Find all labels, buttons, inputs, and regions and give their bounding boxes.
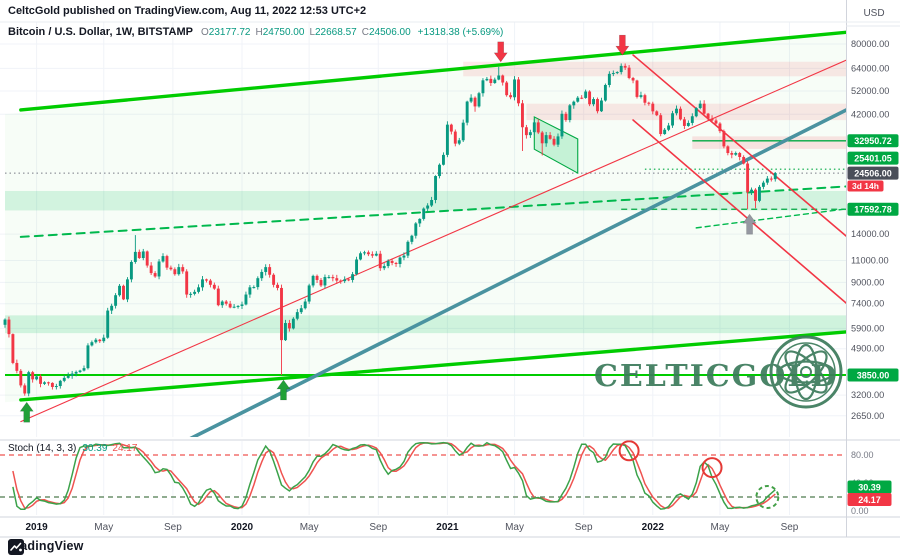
resistance-zone-60k[interactable] <box>463 61 846 77</box>
svg-text:May: May <box>505 522 524 533</box>
svg-text:3850.00: 3850.00 <box>857 370 890 380</box>
svg-text:Sep: Sep <box>575 522 593 533</box>
ohlc-value: 24750.00 <box>262 27 305 38</box>
stoch-d-badge <box>847 493 892 506</box>
svg-text:May: May <box>300 522 319 533</box>
svg-text:52000.00: 52000.00 <box>851 86 889 96</box>
upper-green-channel[interactable] <box>19 30 870 112</box>
lower-green-channel[interactable] <box>19 330 870 402</box>
svg-text:30.39: 30.39 <box>858 482 881 492</box>
svg-text:2022: 2022 <box>642 522 665 533</box>
svg-text:7400.00: 7400.00 <box>851 299 884 309</box>
resistance-zone-32k[interactable] <box>692 136 846 149</box>
chart-legend: Bitcoin / U.S. Dollar, 1W, BITSTAMP O2317… <box>8 26 503 38</box>
mid-green-dashed[interactable] <box>19 185 870 238</box>
buy-arrow-2020-low[interactable] <box>276 379 291 401</box>
price-axis-column[interactable] <box>846 0 900 559</box>
bar-countdown-badge <box>847 180 884 192</box>
short-green-dashed[interactable] <box>695 207 862 229</box>
stoch-d-value: 24.17 <box>112 443 138 454</box>
published-header: CeltcGold published on TradingView.com, … <box>8 5 367 17</box>
stoch-top-circle-2021[interactable] <box>618 440 640 462</box>
svg-text:2020: 2020 <box>231 522 254 533</box>
stoch-k-value: 30.39 <box>82 443 108 454</box>
change-value: +1318.38 (+5.69%) <box>417 27 504 38</box>
stoch-turn-circle-current[interactable] <box>755 485 780 509</box>
svg-text:0.00: 0.00 <box>851 506 869 516</box>
candles-layer <box>3 63 777 397</box>
svg-text:5900.00: 5900.00 <box>851 323 884 333</box>
svg-text:11000.00: 11000.00 <box>851 255 889 265</box>
svg-text:80.00: 80.00 <box>851 450 874 460</box>
svg-text:9000.00: 9000.00 <box>851 277 884 287</box>
svg-text:3d 14h: 3d 14h <box>852 181 879 191</box>
svg-text:80000.00: 80000.00 <box>851 39 889 49</box>
celticgold-watermark: CELTICGOLD <box>594 335 843 409</box>
celtic-knot-icon <box>769 335 843 409</box>
level-badge-17592.78 <box>847 202 899 216</box>
svg-text:4900.00: 4900.00 <box>851 344 884 354</box>
ohlc-value: 24506.00 <box>368 27 411 38</box>
sell-arrow-2021-nov-top[interactable] <box>615 34 630 56</box>
level-badge-25401.05 <box>847 151 899 165</box>
stoch-d-line <box>12 442 776 510</box>
stoch-mid-circle-2022[interactable] <box>701 457 723 479</box>
stoch-label: Stoch (14, 3, 3) <box>8 443 77 454</box>
low-arrow-2022-jun[interactable] <box>742 213 757 235</box>
svg-text:3200.00: 3200.00 <box>851 390 884 400</box>
svg-text:64000.00: 64000.00 <box>851 63 889 73</box>
resistance-zone-42k[interactable] <box>526 103 846 121</box>
svg-text:Sep: Sep <box>781 522 799 533</box>
time-axis[interactable]: 2019 May Sep 2020 May Sep 2021 May Sep 2022 May Sep <box>25 522 798 533</box>
ohlc-value: 22668.57 <box>315 27 357 38</box>
svg-text:2019: 2019 <box>25 522 48 533</box>
level-badge-3850.00 <box>847 368 899 382</box>
tradingview-attribution[interactable]: TradingView <box>8 539 84 555</box>
last-price-badge <box>847 166 899 180</box>
red-descending-upper[interactable] <box>632 54 874 260</box>
tradingview-logo-icon <box>8 539 24 555</box>
stoch-k-badge <box>847 480 892 494</box>
buy-arrow-2018-low[interactable] <box>19 401 34 423</box>
level-badge-32950.72 <box>847 134 899 148</box>
ohlc-values: O23177.72 H24750.00 L22668.57 C24506.00 <box>201 26 416 38</box>
currency-label[interactable]: USD <box>863 8 885 19</box>
red-ascending-line[interactable] <box>20 48 874 423</box>
svg-text:17592.78: 17592.78 <box>854 205 892 215</box>
svg-text:2021: 2021 <box>436 522 459 533</box>
svg-text:24.17: 24.17 <box>858 495 881 505</box>
svg-text:Sep: Sep <box>369 522 387 533</box>
svg-text:42000.00: 42000.00 <box>851 109 889 119</box>
support-zone-6k[interactable] <box>5 315 846 334</box>
ohlc-letter: H <box>255 27 263 38</box>
stoch-pane[interactable] <box>0 440 846 515</box>
svg-text:2650.00: 2650.00 <box>851 411 884 421</box>
stoch-indicator-legend[interactable]: Stoch (14, 3, 3) 30.39 24.17 <box>8 443 137 454</box>
ohlc-value: 23177.72 <box>208 27 251 38</box>
ohlc-letter: L <box>309 27 315 38</box>
svg-text:24506.00: 24506.00 <box>854 168 892 178</box>
svg-text:25401.05: 25401.05 <box>854 154 892 164</box>
svg-text:14000.00: 14000.00 <box>851 229 889 239</box>
stoch-k-line <box>12 441 776 511</box>
symbol-title[interactable]: Bitcoin / U.S. Dollar, 1W, BITSTAMP <box>8 26 193 38</box>
svg-text:Sep: Sep <box>164 522 182 533</box>
price-pane[interactable]: CELTICGOLD <box>0 22 878 448</box>
ohlc-letter: O <box>200 27 209 38</box>
svg-text:May: May <box>710 522 729 533</box>
tradingview-wordmark: TradingView <box>8 539 84 553</box>
sell-arrow-2021-apr-top[interactable] <box>493 41 508 63</box>
svg-text:32950.72: 32950.72 <box>854 136 892 146</box>
svg-text:May: May <box>94 522 113 533</box>
channel-tint <box>5 29 878 402</box>
support-zone-18k[interactable] <box>5 190 846 211</box>
ohlc-letter: C <box>361 27 369 38</box>
